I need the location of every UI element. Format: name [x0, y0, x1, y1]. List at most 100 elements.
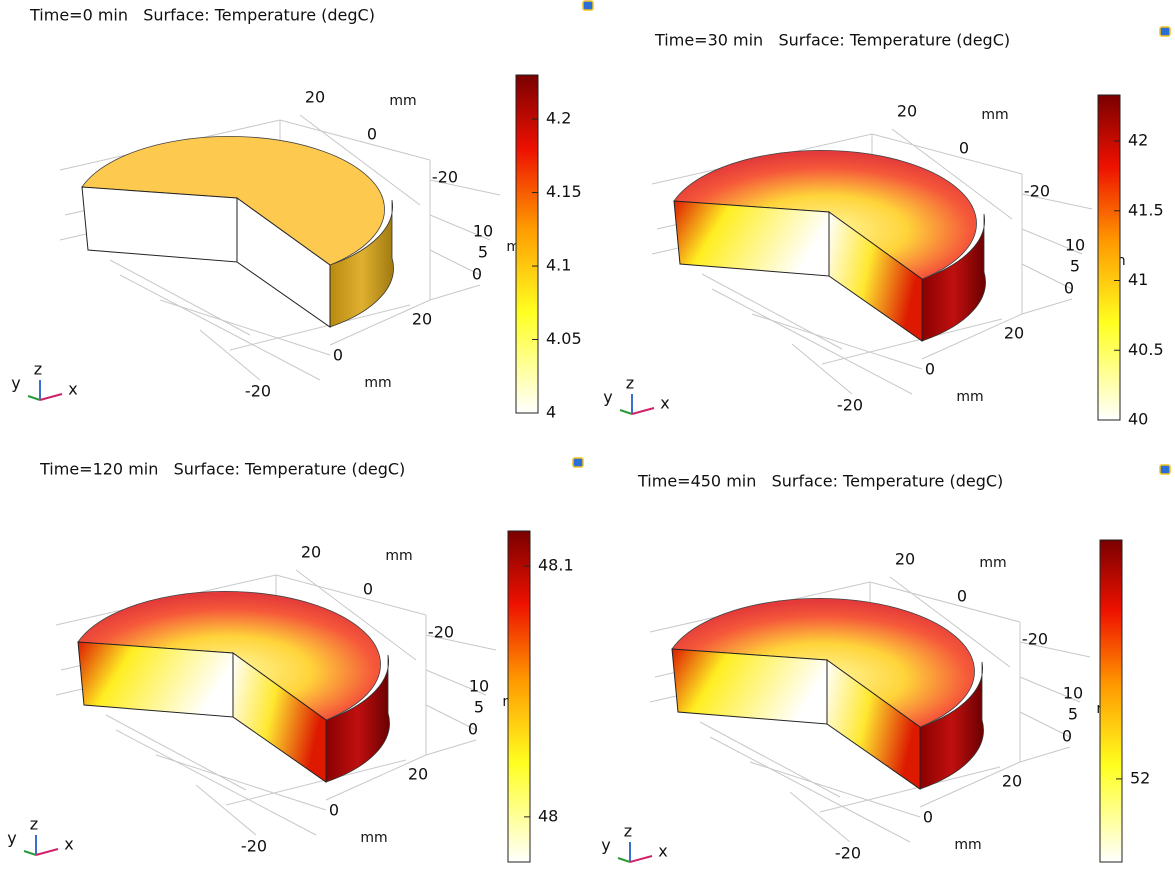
triad-y — [27, 395, 41, 401]
grid-line — [789, 791, 851, 843]
grid-line — [119, 274, 321, 381]
grid-line — [821, 318, 1003, 365]
grid-line — [751, 313, 923, 370]
triad-label: z — [30, 815, 38, 834]
outer-wall — [329, 199, 394, 328]
colorbar-tick-label: 48.1 — [538, 556, 574, 575]
triad-label: y — [603, 388, 612, 407]
grid-line — [105, 714, 247, 791]
axis-tick-label: 0 — [468, 720, 478, 739]
outer-wall — [325, 654, 390, 783]
grid-line — [749, 761, 921, 818]
axis-unit-label: mm — [979, 555, 1006, 571]
grid-line — [109, 259, 251, 336]
grid-line — [1021, 193, 1093, 210]
grid-line — [791, 343, 853, 395]
grid-line — [329, 299, 431, 346]
grid-line — [225, 759, 407, 806]
grid-line — [429, 214, 491, 241]
cut-wall-left — [77, 641, 234, 718]
grid-line — [425, 634, 497, 651]
triad-x — [35, 848, 59, 856]
colorbar-tick-label: 4 — [546, 403, 556, 422]
axis-tick-label: 20 — [897, 102, 917, 121]
axis-tick-label: 20 — [1004, 324, 1024, 343]
grid-line — [425, 739, 477, 756]
axis-unit-label: mm — [954, 837, 981, 853]
axis-unit-label: mm — [981, 107, 1008, 123]
triad-label: x — [660, 394, 669, 413]
grid-line — [819, 766, 1001, 813]
outer-wall — [921, 213, 986, 342]
grid-line — [1021, 263, 1073, 290]
triad-label: z — [626, 374, 634, 393]
grid-line — [1021, 298, 1073, 315]
toolbar-icon — [582, 0, 594, 11]
axis-tick-label: -20 — [1022, 630, 1048, 649]
axis-tick-label: -20 — [837, 396, 863, 415]
cut-wall-front — [828, 211, 923, 342]
axis-tick-label: 0 — [957, 587, 967, 606]
toolbar-icon — [1159, 26, 1171, 37]
grid-line — [1019, 676, 1081, 703]
axis-unit-label: mm — [956, 389, 983, 405]
grid-line — [115, 729, 317, 836]
axis-tick-label: -20 — [241, 837, 267, 856]
triad-label: z — [34, 360, 42, 379]
axis-tick-label: 10 — [469, 677, 489, 696]
grid-line — [159, 299, 331, 356]
triad-label: x — [658, 842, 667, 861]
grid-line — [1021, 228, 1083, 255]
grid-line — [921, 313, 1023, 360]
grid-line — [1019, 641, 1091, 658]
axis-tick-label: 0 — [959, 139, 969, 158]
colorbar-tick-label: 4.15 — [546, 182, 582, 201]
axis-tick-label: 20 — [1002, 772, 1022, 791]
cut-wall-left — [673, 200, 830, 277]
grid-line — [1019, 711, 1071, 738]
axis-tick-label: 20 — [408, 765, 428, 784]
outer-wall — [919, 661, 984, 790]
colorbar-tick-label: 41.5 — [1128, 200, 1164, 219]
axis-tick-label: 5 — [1070, 257, 1080, 276]
plot-panel: Time=30 min Surface: Temperature (degC) 2… — [603, 26, 1171, 429]
colorbar — [515, 74, 539, 414]
axis-tick-label: 0 — [923, 808, 933, 827]
axis-tick-label: 5 — [478, 243, 488, 262]
axis-tick-label: 5 — [474, 698, 484, 717]
cut-wall-front — [232, 652, 327, 783]
axis-tick-label: 0 — [333, 346, 343, 365]
triad-label: y — [7, 829, 16, 848]
triad-y — [617, 857, 631, 863]
grid-line — [295, 569, 417, 661]
cut-wall-front — [236, 197, 331, 328]
colorbar-tick-label: 4.2 — [546, 109, 571, 128]
plot-panel: Time=450 min Surface: Temperature (degC)… — [601, 464, 1171, 863]
grid-line — [889, 576, 1011, 668]
toolbar-icon — [572, 457, 584, 468]
axis-tick-label: 0 — [1064, 279, 1074, 298]
grid-line — [919, 761, 1021, 808]
colorbar-tick-label: 4.1 — [546, 256, 571, 275]
axis-unit-label: mm — [389, 93, 416, 109]
grid-line — [709, 736, 911, 843]
axis-tick-label: 0 — [367, 125, 377, 144]
triad-label: x — [68, 380, 77, 399]
grid-line — [891, 128, 1013, 220]
axis-tick-label: 10 — [1065, 236, 1085, 255]
colorbar-tick-label: 40 — [1128, 410, 1148, 429]
plot-title: Time=120 min Surface: Temperature (degC) — [39, 460, 405, 479]
colorbar-tick-label: 48 — [538, 806, 558, 825]
grid-line — [701, 273, 843, 350]
top-surface — [77, 591, 381, 721]
plot-title: Time=450 min Surface: Temperature (degC) — [637, 472, 1003, 491]
plot-title: Time=0 min Surface: Temperature (degC) — [29, 6, 375, 25]
triad-y — [619, 409, 633, 415]
grid-line — [425, 704, 477, 731]
grid-line — [325, 754, 427, 801]
colorbar-tick-label: 4.05 — [546, 329, 582, 348]
